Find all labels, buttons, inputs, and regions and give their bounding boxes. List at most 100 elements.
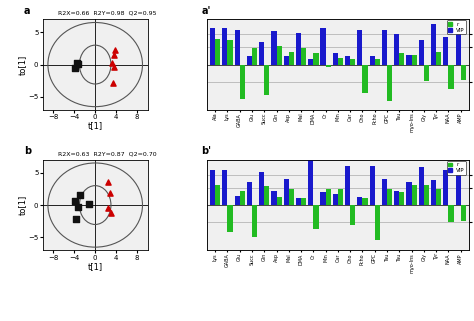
- Point: [108, 61, 116, 66]
- Bar: [264, 65, 269, 95]
- Bar: [456, 34, 461, 65]
- Point: [74, 61, 82, 66]
- Text: R2X=0.63  R2Y=0.87  Q2=0.70: R2X=0.63 R2Y=0.87 Q2=0.70: [58, 151, 157, 156]
- Point: [72, 199, 79, 204]
- Bar: [289, 52, 294, 65]
- Point: [74, 204, 82, 210]
- Bar: [338, 189, 343, 205]
- Bar: [240, 65, 245, 99]
- Text: a': a': [201, 6, 211, 16]
- Bar: [252, 48, 257, 65]
- Point: [111, 47, 119, 52]
- Point: [106, 191, 114, 196]
- Y-axis label: to[1]: to[1]: [18, 195, 27, 215]
- Point: [73, 217, 80, 222]
- Point: [105, 206, 112, 211]
- Bar: [424, 65, 429, 81]
- Bar: [424, 185, 429, 205]
- Bar: [235, 196, 240, 205]
- Bar: [247, 182, 252, 205]
- Bar: [350, 205, 356, 225]
- Bar: [252, 205, 257, 237]
- Point: [77, 193, 84, 198]
- Point: [85, 201, 93, 206]
- Bar: [411, 185, 417, 205]
- Bar: [419, 167, 424, 205]
- Bar: [276, 46, 282, 65]
- Bar: [363, 198, 368, 205]
- Bar: [394, 191, 399, 205]
- Bar: [333, 53, 338, 65]
- Point: [73, 60, 81, 65]
- Bar: [443, 170, 448, 205]
- Bar: [387, 65, 392, 101]
- Bar: [296, 33, 301, 65]
- Bar: [345, 166, 350, 205]
- Bar: [259, 172, 264, 205]
- Bar: [399, 53, 404, 65]
- X-axis label: t[1]: t[1]: [88, 121, 103, 130]
- Bar: [313, 205, 319, 229]
- X-axis label: t[1]: t[1]: [88, 262, 103, 271]
- Point: [109, 81, 116, 86]
- Point: [110, 65, 118, 70]
- Text: b': b': [201, 146, 211, 156]
- Bar: [350, 59, 356, 65]
- Legend: r, VIP: r, VIP: [447, 20, 466, 34]
- Bar: [235, 30, 240, 65]
- Bar: [431, 180, 436, 205]
- Bar: [326, 65, 331, 67]
- Bar: [222, 170, 228, 205]
- Bar: [313, 53, 319, 65]
- Bar: [448, 205, 454, 222]
- Bar: [382, 30, 387, 65]
- Bar: [431, 24, 436, 65]
- Bar: [357, 196, 363, 205]
- Bar: [370, 56, 375, 65]
- Bar: [387, 189, 392, 205]
- Bar: [370, 166, 375, 205]
- Bar: [283, 179, 289, 205]
- Bar: [436, 52, 441, 65]
- Bar: [320, 192, 326, 205]
- Bar: [215, 186, 220, 205]
- Bar: [333, 194, 338, 205]
- Bar: [436, 189, 441, 205]
- Bar: [308, 158, 313, 205]
- Bar: [363, 65, 368, 93]
- Bar: [308, 59, 313, 65]
- Y-axis label: to[1]: to[1]: [18, 55, 27, 75]
- Bar: [259, 42, 264, 65]
- Bar: [228, 205, 233, 232]
- Bar: [301, 198, 306, 205]
- Bar: [456, 172, 461, 205]
- Bar: [276, 196, 282, 205]
- Bar: [326, 189, 331, 205]
- Bar: [419, 40, 424, 65]
- Text: a: a: [24, 6, 30, 16]
- Bar: [320, 28, 326, 65]
- Bar: [448, 65, 454, 89]
- Bar: [283, 56, 289, 65]
- Bar: [382, 179, 387, 205]
- Bar: [301, 48, 306, 65]
- Bar: [375, 59, 380, 65]
- Bar: [272, 191, 276, 205]
- Bar: [215, 39, 220, 65]
- Bar: [375, 205, 380, 240]
- Bar: [272, 31, 276, 65]
- Bar: [210, 170, 215, 205]
- Bar: [357, 30, 363, 65]
- Bar: [210, 28, 215, 65]
- Bar: [228, 40, 233, 65]
- Bar: [296, 198, 301, 205]
- Bar: [394, 34, 399, 65]
- Bar: [264, 186, 269, 205]
- Bar: [461, 65, 466, 80]
- Bar: [247, 56, 252, 65]
- Point: [110, 52, 118, 57]
- Bar: [461, 205, 466, 221]
- Bar: [240, 191, 245, 205]
- Point: [107, 211, 115, 216]
- Bar: [443, 37, 448, 65]
